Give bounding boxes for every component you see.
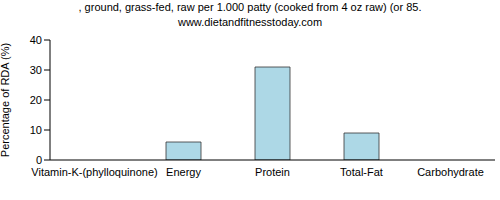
svg-text:Total-Fat: Total-Fat [340,166,383,178]
svg-text:Vitamin-K-(phylloquinone): Vitamin-K-(phylloquinone) [31,166,157,178]
svg-text:30: 30 [30,64,42,76]
svg-text:Protein: Protein [255,166,290,178]
svg-text:0: 0 [36,154,42,166]
svg-text:10: 10 [30,124,42,136]
html-text:www.dietandfitnesstoday.com: www.dietandfitnesstoday.com [178,16,322,28]
svg-text:Carbohydrate: Carbohydrate [417,166,484,178]
svg-text:20: 20 [30,94,42,106]
svg-text:40: 40 [30,34,42,46]
html-text:, ground, grass-fed, raw per 1: , ground, grass-fed, raw per 1.000 patty… [78,1,422,13]
svg-text:Energy: Energy [166,166,201,178]
svg-text:Percentage of RDA (%): Percentage of RDA (%) [8,43,11,157]
